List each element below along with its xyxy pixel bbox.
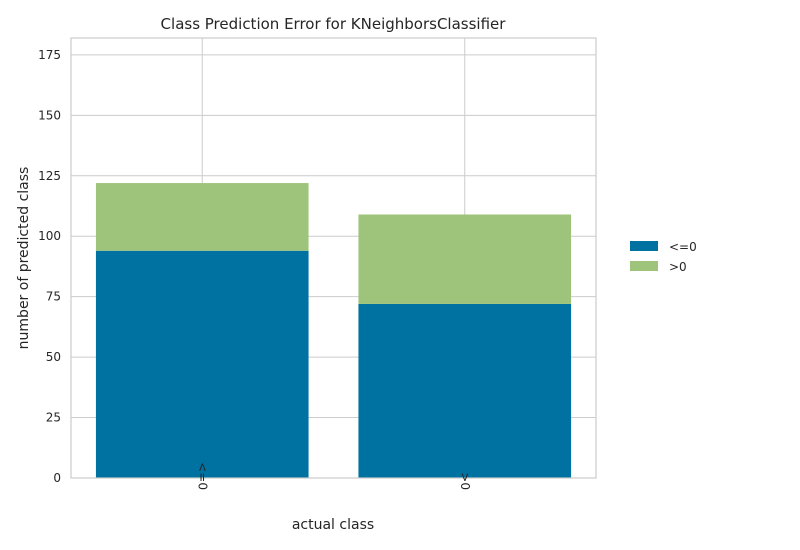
x-axis-label: actual class <box>292 517 374 533</box>
y-tick-label: 125 <box>38 169 61 183</box>
x-tick-label: <=0 <box>195 462 209 490</box>
legend: <=0>0 <box>630 240 697 274</box>
y-tick-label: 50 <box>46 350 61 364</box>
bars <box>95 183 572 478</box>
legend-swatch <box>630 261 658 271</box>
y-tick-label: 150 <box>38 108 61 122</box>
x-tick-label: >0 <box>458 472 472 490</box>
bar-segment-gt0-le0 <box>95 183 309 251</box>
y-tick-label: 0 <box>53 471 61 485</box>
y-axis-label: number of predicted class <box>16 167 32 350</box>
y-tick-label: 25 <box>46 411 61 425</box>
plot-frame <box>70 37 597 479</box>
legend-label: >0 <box>669 260 687 274</box>
y-tick-label: 175 <box>38 48 61 62</box>
legend-swatch <box>630 241 658 251</box>
y-tick-label: 75 <box>46 290 61 304</box>
bar-segment-le0-le0 <box>95 250 309 478</box>
x-axis-ticks: <=0 >0 <box>195 462 472 490</box>
y-axis-ticks: 0 25 50 75 100 125 150 175 <box>38 48 61 485</box>
bar-segment-gt0-gt0 <box>358 214 572 304</box>
chart-title: Class Prediction Error for KNeighborsCla… <box>161 15 507 33</box>
legend-label: <=0 <box>669 240 697 254</box>
y-tick-label: 100 <box>38 229 61 243</box>
bar-segment-le0-gt0 <box>358 303 572 478</box>
